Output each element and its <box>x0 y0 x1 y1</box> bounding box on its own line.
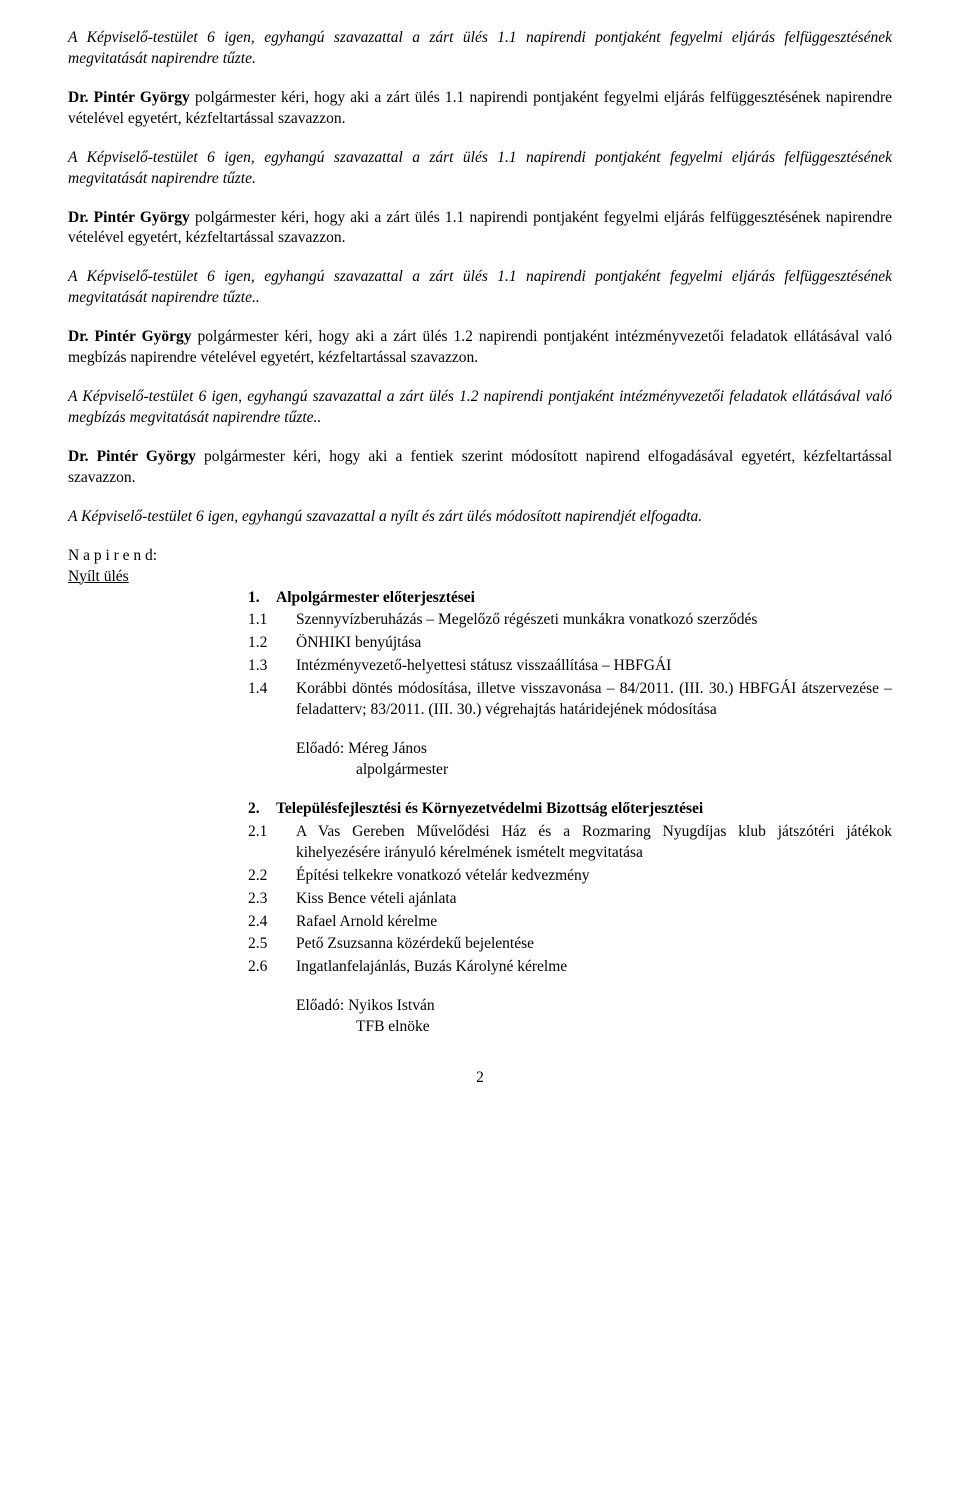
napirend-label: N a p i r e n d: <box>68 546 892 567</box>
agenda-item: 1.3 Intézményvezető-helyettesi státusz v… <box>248 656 892 677</box>
agenda-item: 2.3 Kiss Bence vételi ajánlata <box>248 889 892 910</box>
name-bold: Dr. Pintér György <box>68 328 192 345</box>
agenda-item: 1.1 Szennyvízberuházás – Megelőző régész… <box>248 610 892 631</box>
agenda-item-text: ÖNHIKI benyújtása <box>296 633 892 654</box>
paragraph-mayor-2: Dr. Pintér György polgármester kéri, hog… <box>68 208 892 250</box>
agenda-item: 2.2 Építési telkekre vonatkozó vételár k… <box>248 866 892 887</box>
paragraph-text: polgármester kéri, hogy aki a zárt ülés … <box>68 89 892 127</box>
presenter-role: TFB elnöke <box>356 1017 892 1038</box>
agenda-item-text: A Vas Gereben Művelődési Ház és a Rozmar… <box>296 822 892 864</box>
agenda-item-text: Korábbi döntés módosítása, illetve vissz… <box>296 679 892 721</box>
agenda-item-number: 2.3 <box>248 889 296 910</box>
paragraph-resolution-4: A Képviselő-testület 6 igen, egyhangú sz… <box>68 387 892 429</box>
agenda-item-text: Ingatlanfelajánlás, Buzás Károlyné kérel… <box>296 957 892 978</box>
agenda-item-text: Építési telkekre vonatkozó vételár kedve… <box>296 866 892 887</box>
agenda-item-number: 2.5 <box>248 934 296 955</box>
section-number: 1. <box>248 588 276 609</box>
agenda-section-1: 1.Alpolgármester előterjesztései 1.1 Sze… <box>248 588 892 722</box>
agenda-item-text: Kiss Bence vételi ajánlata <box>296 889 892 910</box>
paragraph-mayor-4: Dr. Pintér György polgármester kéri, hog… <box>68 447 892 489</box>
agenda-item: 2.4 Rafael Arnold kérelme <box>248 912 892 933</box>
presenter-block-1: Előadó: Méreg János alpolgármester <box>296 739 892 781</box>
agenda-item: 2.1 A Vas Gereben Művelődési Ház és a Ro… <box>248 822 892 864</box>
page-number: 2 <box>68 1068 892 1089</box>
presenter-block-2: Előadó: Nyikos István TFB elnöke <box>296 996 892 1038</box>
name-bold: Dr. Pintér György <box>68 448 196 465</box>
agenda-item-text: Rafael Arnold kérelme <box>296 912 892 933</box>
name-bold: Dr. Pintér György <box>68 209 190 226</box>
agenda-item-number: 1.2 <box>248 633 296 654</box>
agenda-item-number: 2.1 <box>248 822 296 864</box>
agenda-item-number: 2.2 <box>248 866 296 887</box>
section-title-text: Településfejlesztési és Környezetvédelmi… <box>276 800 703 817</box>
paragraph-mayor-3: Dr. Pintér György polgármester kéri, hog… <box>68 327 892 369</box>
section-number: 2. <box>248 799 276 820</box>
paragraph-resolution-2: A Képviselő-testület 6 igen, egyhangú sz… <box>68 148 892 190</box>
agenda-item: 1.2 ÖNHIKI benyújtása <box>248 633 892 654</box>
section-title-text: Alpolgármester előterjesztései <box>276 589 475 606</box>
agenda-item-number: 1.3 <box>248 656 296 677</box>
agenda-item: 1.4 Korábbi döntés módosítása, illetve v… <box>248 679 892 721</box>
agenda-item-number: 1.1 <box>248 610 296 631</box>
presenter-name: Előadó: Méreg János <box>296 739 892 760</box>
paragraph-mayor-1: Dr. Pintér György polgármester kéri, hog… <box>68 88 892 130</box>
name-bold: Dr. Pintér György <box>68 89 190 106</box>
agenda-section-title: 1.Alpolgármester előterjesztései <box>248 588 892 609</box>
presenter-name: Előadó: Nyikos István <box>296 996 892 1017</box>
paragraph-resolution-1: A Képviselő-testület 6 igen, egyhangú sz… <box>68 28 892 70</box>
paragraph-resolution-3: A Képviselő-testület 6 igen, egyhangú sz… <box>68 267 892 309</box>
agenda-item: 2.6 Ingatlanfelajánlás, Buzás Károlyné k… <box>248 957 892 978</box>
agenda-item: 2.5 Pető Zsuzsanna közérdekű bejelentése <box>248 934 892 955</box>
agenda-header: N a p i r e n d: Nyílt ülés <box>68 546 892 588</box>
agenda-section-2: 2.Településfejlesztési és Környezetvédel… <box>248 799 892 978</box>
agenda-item-text: Intézményvezető-helyettesi státusz vissz… <box>296 656 892 677</box>
agenda-section-title: 2.Településfejlesztési és Környezetvédel… <box>248 799 892 820</box>
presenter-role: alpolgármester <box>356 760 892 781</box>
agenda-item-number: 2.6 <box>248 957 296 978</box>
nyilt-ules-label: Nyílt ülés <box>68 567 892 588</box>
paragraph-resolution-5: A Képviselő-testület 6 igen, egyhangú sz… <box>68 507 892 528</box>
agenda-item-number: 2.4 <box>248 912 296 933</box>
agenda-item-number: 1.4 <box>248 679 296 721</box>
paragraph-text: polgármester kéri, hogy aki a zárt ülés … <box>68 209 892 247</box>
agenda-item-text: Pető Zsuzsanna közérdekű bejelentése <box>296 934 892 955</box>
agenda-item-text: Szennyvízberuházás – Megelőző régészeti … <box>296 610 892 631</box>
paragraph-text: polgármester kéri, hogy aki a zárt ülés … <box>68 328 892 366</box>
